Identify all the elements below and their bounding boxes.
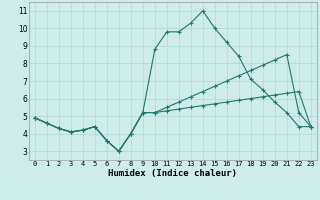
X-axis label: Humidex (Indice chaleur): Humidex (Indice chaleur) bbox=[108, 169, 237, 178]
